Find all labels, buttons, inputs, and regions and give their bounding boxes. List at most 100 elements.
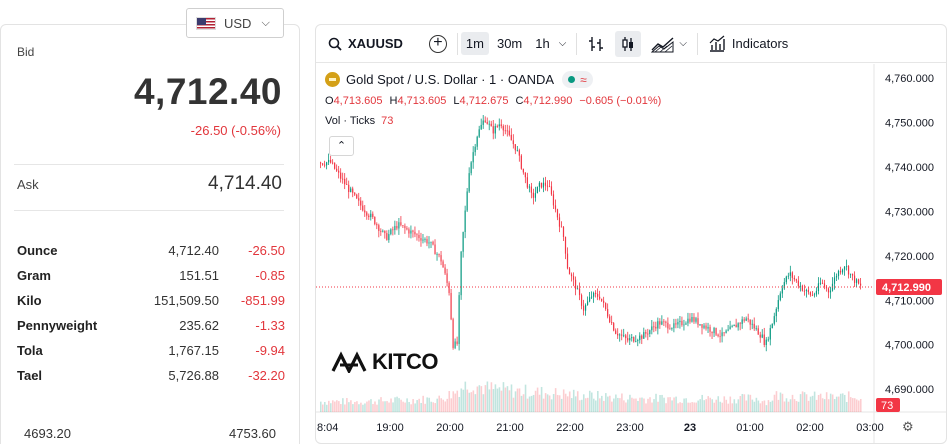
volume-bar: [821, 398, 824, 412]
volume-bar: [344, 404, 346, 412]
candle-body: [849, 273, 852, 275]
chart-type-chevron-icon[interactable]: ⌵: [679, 38, 687, 49]
interval-1h[interactable]: 1h: [535, 36, 550, 51]
candle-body: [504, 130, 506, 132]
volume-bar: [384, 401, 386, 412]
toolbar-divider: [696, 32, 698, 55]
candle-body: [472, 152, 474, 163]
volume-bar: [408, 402, 410, 412]
volume-bar: [671, 400, 673, 412]
candle-body: [320, 162, 322, 164]
volume-bar: [506, 386, 509, 412]
candle-body: [336, 168, 338, 171]
interval-chevron-icon[interactable]: ⌵: [558, 38, 567, 49]
volume-bar: [420, 402, 422, 412]
candle-body: [607, 309, 609, 317]
volume-bar: [849, 397, 852, 412]
chart-settings-icon[interactable]: ⚙: [902, 419, 914, 434]
unit-price: 151,509.50: [153, 293, 219, 308]
volume-bar: [388, 402, 390, 412]
collapse-legend-button[interactable]: ⌃: [329, 136, 354, 156]
volume-bar: [354, 401, 356, 412]
area-chart-type-button[interactable]: [651, 35, 675, 53]
volume-bar: [783, 401, 786, 412]
volume-bar: [771, 400, 774, 412]
candle-body: [374, 217, 376, 225]
candle-body: [462, 232, 464, 252]
candle-body: [805, 290, 807, 292]
volume-bar: [428, 397, 430, 412]
candle-body: [382, 230, 384, 232]
volume-bar: [530, 395, 533, 412]
candle-body: [709, 326, 711, 332]
candle-body: [697, 318, 699, 325]
volume-bar: [667, 397, 669, 412]
candle-body: [418, 234, 420, 239]
volume-bar: [488, 389, 491, 412]
volume-bar: [729, 396, 732, 412]
interval-30m[interactable]: 30m: [496, 36, 523, 51]
candle-body: [536, 186, 539, 194]
interval-1m[interactable]: 1m: [460, 32, 489, 55]
candle-body: [635, 341, 637, 342]
candle-body: [767, 339, 769, 341]
candle-body: [446, 273, 448, 283]
volume-bar: [759, 403, 762, 412]
volume-bar: [653, 399, 655, 412]
candle-body: [679, 320, 681, 323]
chevron-down-icon: ⌵: [261, 16, 270, 29]
candle-body: [677, 322, 679, 325]
volume-bar: [669, 397, 671, 412]
candle-body: [476, 136, 478, 147]
indicators-button[interactable]: Indicators: [708, 35, 788, 53]
candle-body: [486, 122, 488, 124]
candle-body: [332, 162, 334, 164]
candle-body: [755, 328, 757, 330]
volume-bar: [809, 396, 812, 412]
volume-bar: [390, 398, 392, 412]
symbol-search[interactable]: XAUUSD: [328, 36, 403, 51]
candle-body: [683, 324, 685, 326]
y-tick-label: 4,700.000: [885, 340, 934, 352]
currency-dropdown[interactable]: USD ⌵: [186, 8, 284, 38]
volume-bar: [767, 400, 770, 412]
candle-body: [372, 213, 374, 218]
volume-bar: [747, 394, 750, 412]
candle-body: [430, 241, 432, 243]
candle-body: [673, 323, 675, 329]
volume-readout: Vol · Ticks 73: [325, 115, 393, 127]
unit-row: Ounce 4,712.40 -26.50: [17, 238, 285, 263]
volume-bar: [350, 400, 352, 412]
compare-symbol-button[interactable]: +: [428, 34, 447, 53]
x-tick-label: 19:00: [376, 422, 404, 434]
candles-chart-type-button[interactable]: [615, 30, 642, 57]
volume-bar: [336, 400, 338, 412]
price-plot[interactable]: 4,760.000 4,750.000 4,740.000 4,730.000 4,72…: [316, 64, 947, 444]
candle-body: [362, 205, 364, 211]
candle-body: [406, 228, 408, 230]
volume-bar: [556, 394, 559, 412]
candle-body: [388, 234, 390, 240]
candle-body: [414, 231, 416, 235]
candle-body: [432, 241, 434, 245]
volume-bar: [731, 403, 734, 412]
volume-bar: [625, 402, 627, 412]
x-tick-label: 22:00: [556, 422, 584, 434]
unit-row: Tael 5,726.88 -32.20: [17, 363, 285, 388]
unit-row: Tola 1,767.15 -9.94: [17, 338, 285, 363]
candle-body: [410, 230, 412, 234]
ohlc-readout: O4,713.605 H4,713.605 L4,712.675 C4,712.…: [325, 95, 664, 107]
candle-body: [695, 318, 697, 322]
x-tick-label: 23: [684, 422, 696, 434]
bar-chart-type-button[interactable]: [587, 35, 605, 53]
candle-body: [595, 292, 597, 294]
volume-bar: [546, 394, 549, 412]
volume-bar: [813, 391, 816, 412]
close-value: 4,712.990: [523, 95, 573, 107]
volume-bar: [520, 395, 523, 412]
volume-bar: [805, 394, 808, 412]
price-chart-widget: XAUUSD + 1m 30m 1h ⌵ ⌵ Indicators 4,760.…: [315, 24, 947, 444]
candle-body: [580, 295, 583, 306]
market-status-pill[interactable]: ≈: [562, 71, 593, 88]
candle-body: [761, 334, 763, 338]
